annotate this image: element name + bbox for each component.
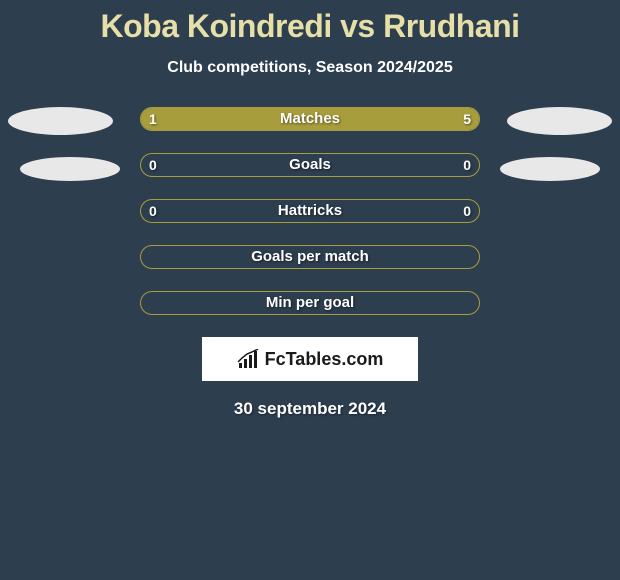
bar-row-goals: 0 Goals 0	[140, 153, 480, 177]
bar-row-hattricks: 0 Hattricks 0	[140, 199, 480, 223]
logo-text: FcTables.com	[265, 349, 384, 370]
player-left-avatar-1	[8, 107, 113, 135]
bars-container: 1 Matches 5 0 Goals 0 0 Hattricks 0 Goal…	[140, 107, 480, 315]
player-right-avatar-1	[507, 107, 612, 135]
bar-value-right: 5	[463, 108, 471, 130]
chart-icon	[237, 349, 261, 369]
bar-row-min-per-goal: Min per goal	[140, 291, 480, 315]
bar-label: Matches	[141, 108, 479, 130]
comparison-subtitle: Club competitions, Season 2024/2025	[0, 59, 620, 77]
bar-label: Goals	[141, 154, 479, 176]
chart-area: 1 Matches 5 0 Goals 0 0 Hattricks 0 Goal…	[0, 107, 620, 315]
bar-label: Goals per match	[141, 246, 479, 268]
player-right-avatar-2	[500, 157, 600, 181]
bar-label: Min per goal	[141, 292, 479, 314]
bar-row-matches: 1 Matches 5	[140, 107, 480, 131]
bar-label: Hattricks	[141, 200, 479, 222]
bar-row-goals-per-match: Goals per match	[140, 245, 480, 269]
logo-content: FcTables.com	[237, 349, 384, 370]
bar-value-right: 0	[463, 154, 471, 176]
logo-box: FcTables.com	[202, 337, 418, 381]
comparison-title: Koba Koindredi vs Rrudhani	[0, 0, 620, 45]
bar-value-right: 0	[463, 200, 471, 222]
date-text: 30 september 2024	[0, 399, 620, 419]
player-left-avatar-2	[20, 157, 120, 181]
